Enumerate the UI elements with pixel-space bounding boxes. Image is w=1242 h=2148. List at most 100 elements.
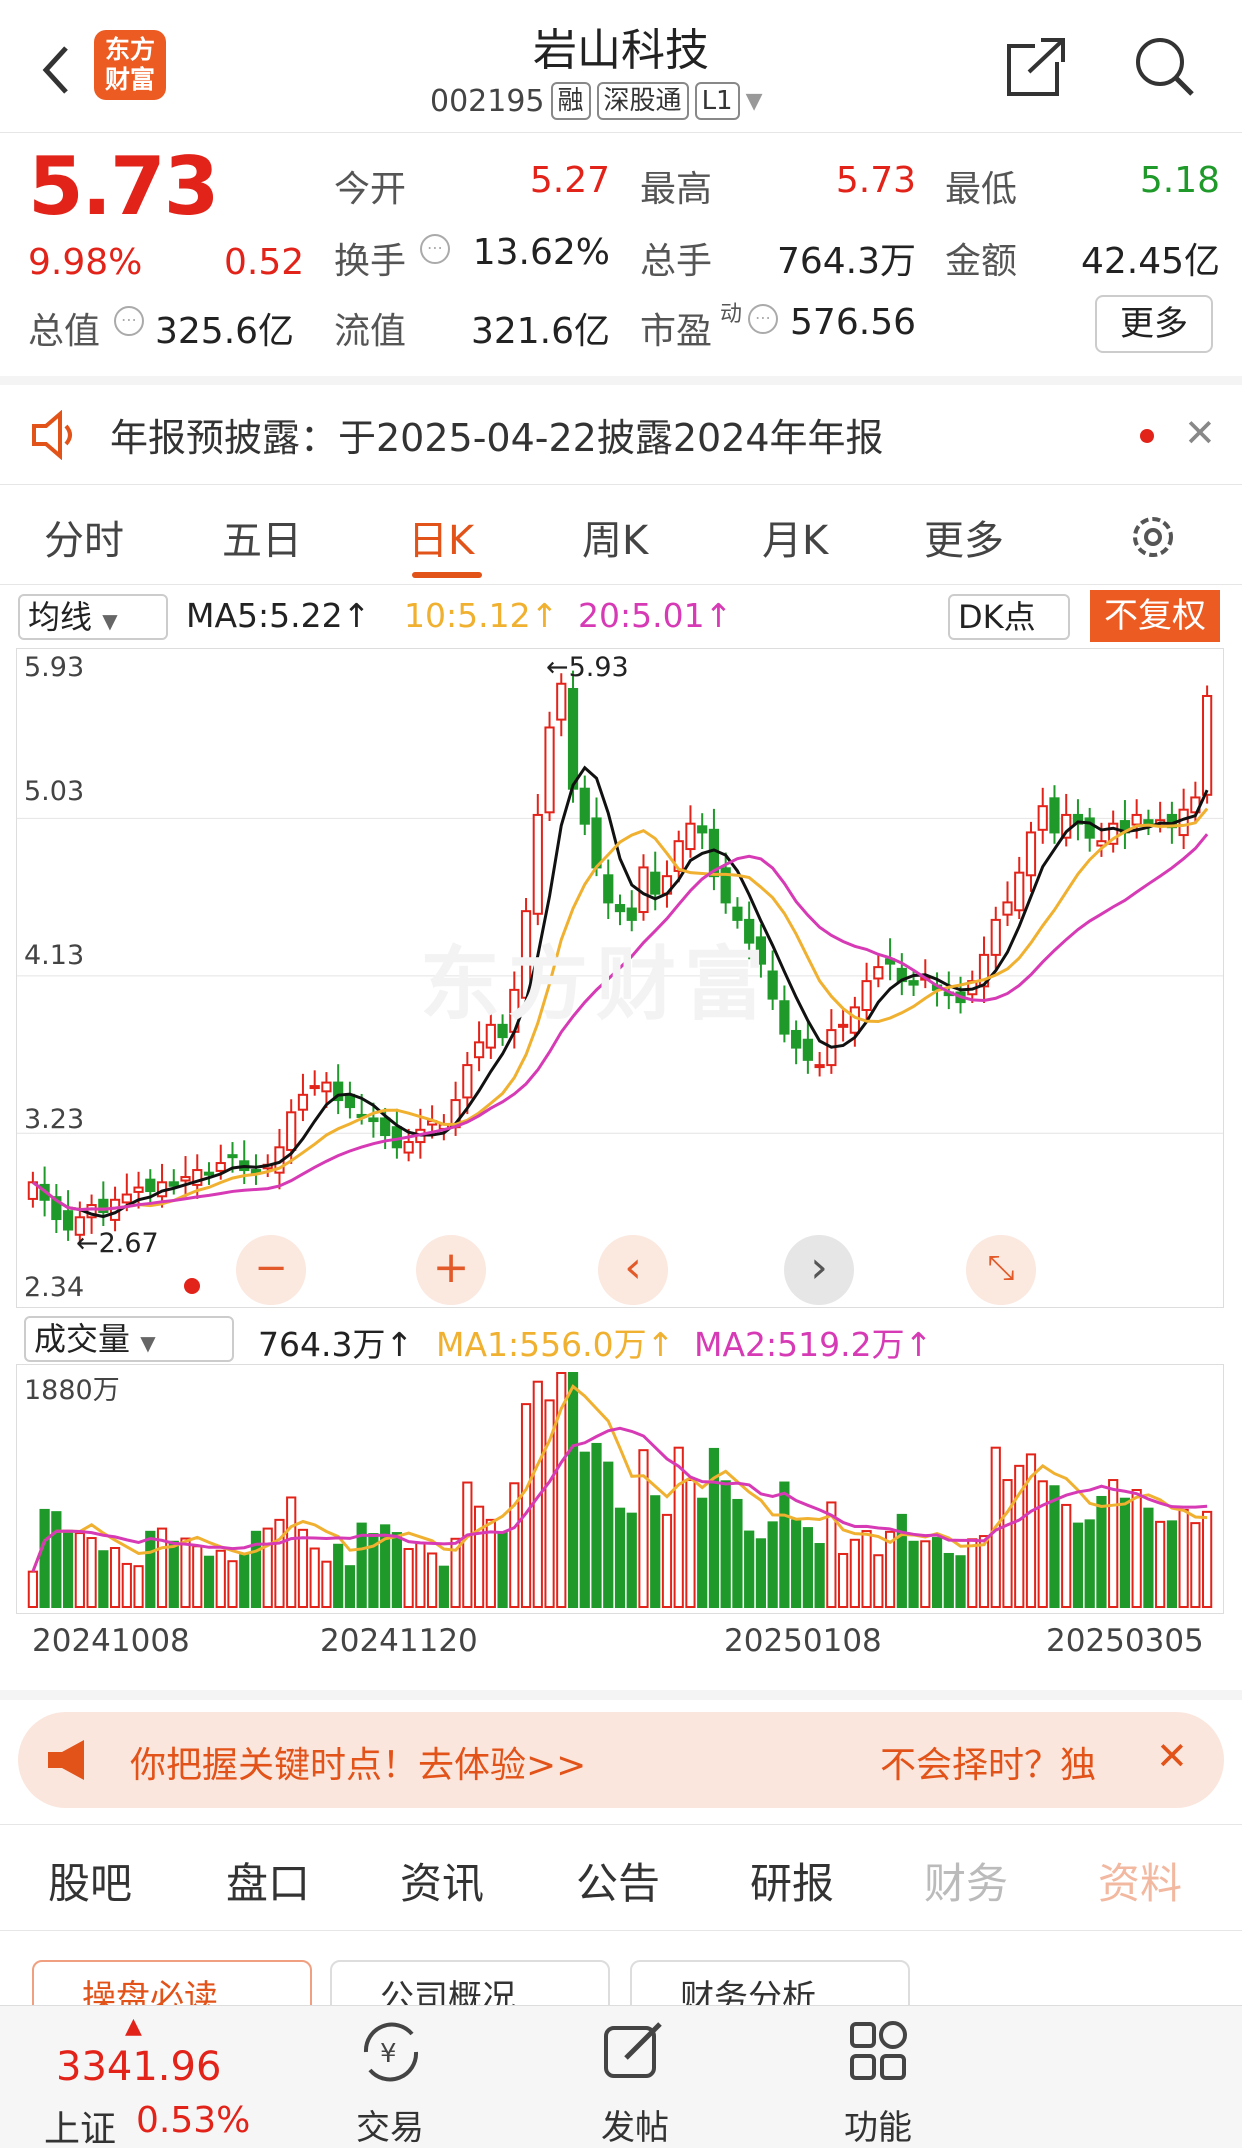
close-icon[interactable]: ✕	[1156, 1734, 1188, 1778]
volume-value: 764.3万↑	[258, 1325, 414, 1364]
tab-profile[interactable]: 资料	[1098, 1859, 1183, 1908]
share-icon[interactable]	[1005, 34, 1069, 98]
volume-bar	[485, 1518, 496, 1609]
volume-bar	[826, 1501, 837, 1608]
float-value: 321.6亿	[470, 311, 610, 352]
info-icon[interactable]: ⋯	[420, 234, 450, 264]
tab-announcements[interactable]: 公告	[576, 1859, 661, 1908]
volume-bar	[1190, 1522, 1201, 1608]
volume-bar	[133, 1565, 144, 1608]
dk-point-button[interactable]: DK点	[948, 594, 1070, 640]
candle-body	[1014, 871, 1025, 912]
candle-body	[121, 1193, 132, 1204]
tab-finance[interactable]: 财务	[924, 1859, 1009, 1908]
y-tick: 3.23	[24, 1104, 85, 1135]
volume-bar	[1084, 1519, 1095, 1608]
candle-body	[744, 918, 755, 944]
ma5-value: MA5:5.22↑	[186, 596, 371, 635]
candle-body	[1131, 813, 1142, 826]
pe-superscript: 动	[720, 302, 743, 327]
tab-orderbook[interactable]: 盘口	[226, 1859, 311, 1908]
volume-bar	[837, 1552, 849, 1608]
volume-bar	[802, 1527, 813, 1608]
indicator-select[interactable]: 均线 ▼	[18, 594, 168, 640]
notice-bar[interactable]: 年报预披露：于2025-04-22披露2024年年报 ✕	[0, 385, 1242, 485]
volume-bar	[1002, 1479, 1013, 1608]
stock-name: 岩山科技	[533, 25, 709, 76]
zoom-in-button[interactable]: +	[416, 1235, 486, 1305]
candle-body	[1049, 797, 1060, 834]
scroll-right-button[interactable]: ›	[784, 1235, 854, 1305]
candle-body	[791, 1029, 802, 1049]
volume-svg	[27, 1372, 1213, 1609]
promo-banner[interactable]: 你把握关键时点！去体验>> 不会择时？独 ✕	[18, 1712, 1224, 1808]
candle-body	[685, 822, 696, 851]
volume-bar	[1131, 1489, 1142, 1608]
volume-bar	[1096, 1495, 1107, 1608]
info-icon[interactable]: ⋯	[748, 304, 778, 334]
tab-five-day[interactable]: 五日	[222, 518, 302, 564]
tab-monthly-k[interactable]: 月K	[762, 518, 829, 564]
candle-body	[321, 1081, 332, 1093]
post-icon[interactable]	[600, 2018, 666, 2084]
app-logo: 东方 财富	[94, 30, 166, 100]
nav-function[interactable]: 功能	[844, 2108, 912, 2148]
mktcap-label: 总值	[28, 311, 101, 352]
tab-research[interactable]: 研报	[750, 1859, 835, 1908]
tab-daily-k[interactable]: 日K	[408, 518, 475, 564]
volume-bar	[849, 1538, 860, 1608]
pe-label: 市盈	[640, 311, 713, 352]
trade-icon[interactable]: ¥	[356, 2018, 426, 2084]
candle-body	[1084, 817, 1095, 839]
adjust-button[interactable]: 不复权	[1090, 590, 1220, 642]
settings-icon[interactable]	[1128, 512, 1178, 562]
candle-body	[1061, 813, 1072, 839]
expand-icon[interactable]: ⤡	[966, 1235, 1036, 1305]
tab-weekly-k[interactable]: 周K	[582, 518, 649, 564]
volume-select[interactable]: 成交量 ▼	[24, 1316, 234, 1362]
tab-forum[interactable]: 股吧	[48, 1859, 133, 1908]
back-icon[interactable]	[36, 40, 76, 100]
volume-bar	[638, 1449, 649, 1608]
function-icon[interactable]	[846, 2018, 912, 2084]
candle-body	[767, 970, 778, 1000]
close-icon[interactable]: ✕	[1184, 411, 1216, 455]
scroll-left-button[interactable]: ‹	[598, 1235, 668, 1305]
candle-body	[567, 687, 579, 790]
nav-trade[interactable]: 交易	[356, 2108, 424, 2148]
candle-body	[145, 1178, 156, 1193]
zoom-out-button[interactable]: −	[236, 1235, 306, 1305]
volume-bar	[109, 1547, 121, 1608]
candle-body	[403, 1141, 414, 1154]
more-button[interactable]: 更多	[1095, 295, 1213, 353]
volume-bar	[779, 1481, 790, 1608]
search-icon[interactable]	[1132, 34, 1196, 98]
kline-chart[interactable]	[16, 648, 1224, 1308]
candle-body	[1025, 831, 1037, 877]
candle-body	[1202, 694, 1213, 796]
kline-svg	[17, 670, 1223, 1244]
candle-body	[215, 1162, 226, 1172]
volume-bar	[415, 1542, 426, 1609]
index-value[interactable]: 3341.96	[56, 2044, 222, 2090]
tab-news[interactable]: 资讯	[400, 1859, 485, 1908]
volume-bar	[544, 1399, 555, 1608]
tab-intraday[interactable]: 分时	[44, 518, 124, 564]
megaphone-icon	[44, 1738, 94, 1782]
margin-tag: 融	[550, 82, 591, 120]
tab-more[interactable]: 更多	[924, 518, 1004, 564]
y-tick: 5.03	[24, 776, 85, 807]
volume-bar	[427, 1552, 438, 1609]
dropdown-icon[interactable]: ▼	[745, 88, 763, 114]
volume-bar	[650, 1495, 661, 1608]
info-icon[interactable]: ⋯	[114, 306, 144, 336]
volume-chart[interactable]	[16, 1364, 1224, 1614]
candle-body	[368, 1117, 379, 1123]
volume-value: 764.3万	[776, 241, 916, 282]
index-name: 上证	[44, 2109, 117, 2148]
open-label: 今开	[334, 169, 407, 210]
candle-body	[1178, 808, 1189, 837]
low-value: 5.18	[1139, 160, 1220, 201]
event-dot[interactable]	[184, 1278, 200, 1294]
nav-post[interactable]: 发帖	[601, 2108, 669, 2148]
